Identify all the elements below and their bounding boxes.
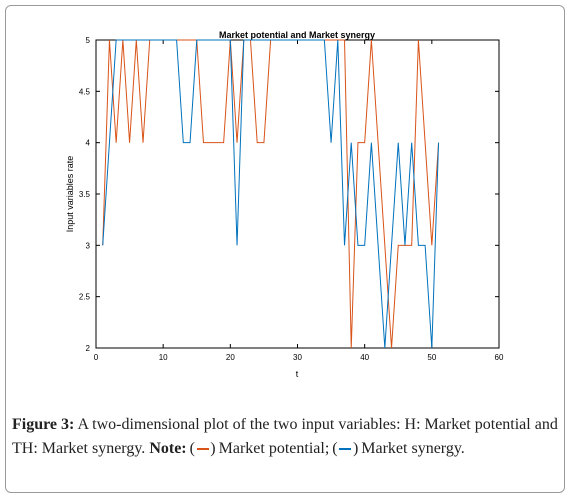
x-axis-label: t (296, 369, 299, 379)
y-axis-label: Input variables rate (65, 156, 75, 233)
axis-ticks: 0 10 20 30 40 50 60 2 2.5 3 3.5 4 4.5 5 (79, 36, 504, 362)
caption-legend-potential: Market potential; (214, 440, 334, 457)
y-tick-label: 3.5 (79, 190, 91, 199)
x-tick-label: 20 (226, 353, 235, 362)
market-synergy-legend-swatch (332, 437, 358, 461)
figure-caption: Figure 3: A two-dimensional plot of the … (12, 413, 560, 461)
y-tick-label: 2.5 (79, 293, 91, 302)
y-tick-label: 4.5 (79, 87, 91, 96)
y-tick-label: 3 (86, 241, 91, 250)
y-tick-label: 5 (86, 36, 91, 45)
caption-label: Figure 3: (12, 416, 75, 433)
x-tick-label: 30 (293, 353, 302, 362)
figure-frame (5, 5, 565, 493)
x-tick-label: 60 (495, 353, 504, 362)
caption-text: A two-dimensional plot of the two input … (12, 416, 558, 457)
plot-area (95, 39, 500, 349)
series-line-market-synergy (102, 39, 440, 349)
y-tick-label: 2 (86, 344, 91, 353)
x-tick-label: 10 (159, 353, 168, 362)
x-tick-label: 50 (427, 353, 436, 362)
series-lines (102, 39, 440, 349)
x-tick-label: 0 (94, 353, 99, 362)
y-tick-label: 4 (86, 139, 91, 148)
market-potential-legend-swatch (190, 437, 216, 461)
chart-title: Market potential and Market synergy (219, 30, 375, 40)
x-tick-label: 40 (360, 353, 369, 362)
caption-legend-synergy: Market synergy. (357, 440, 465, 457)
caption-note-label: Note: (149, 440, 187, 457)
line-chart: Market potential and Market synergy 0 10 2… (65, 30, 504, 379)
